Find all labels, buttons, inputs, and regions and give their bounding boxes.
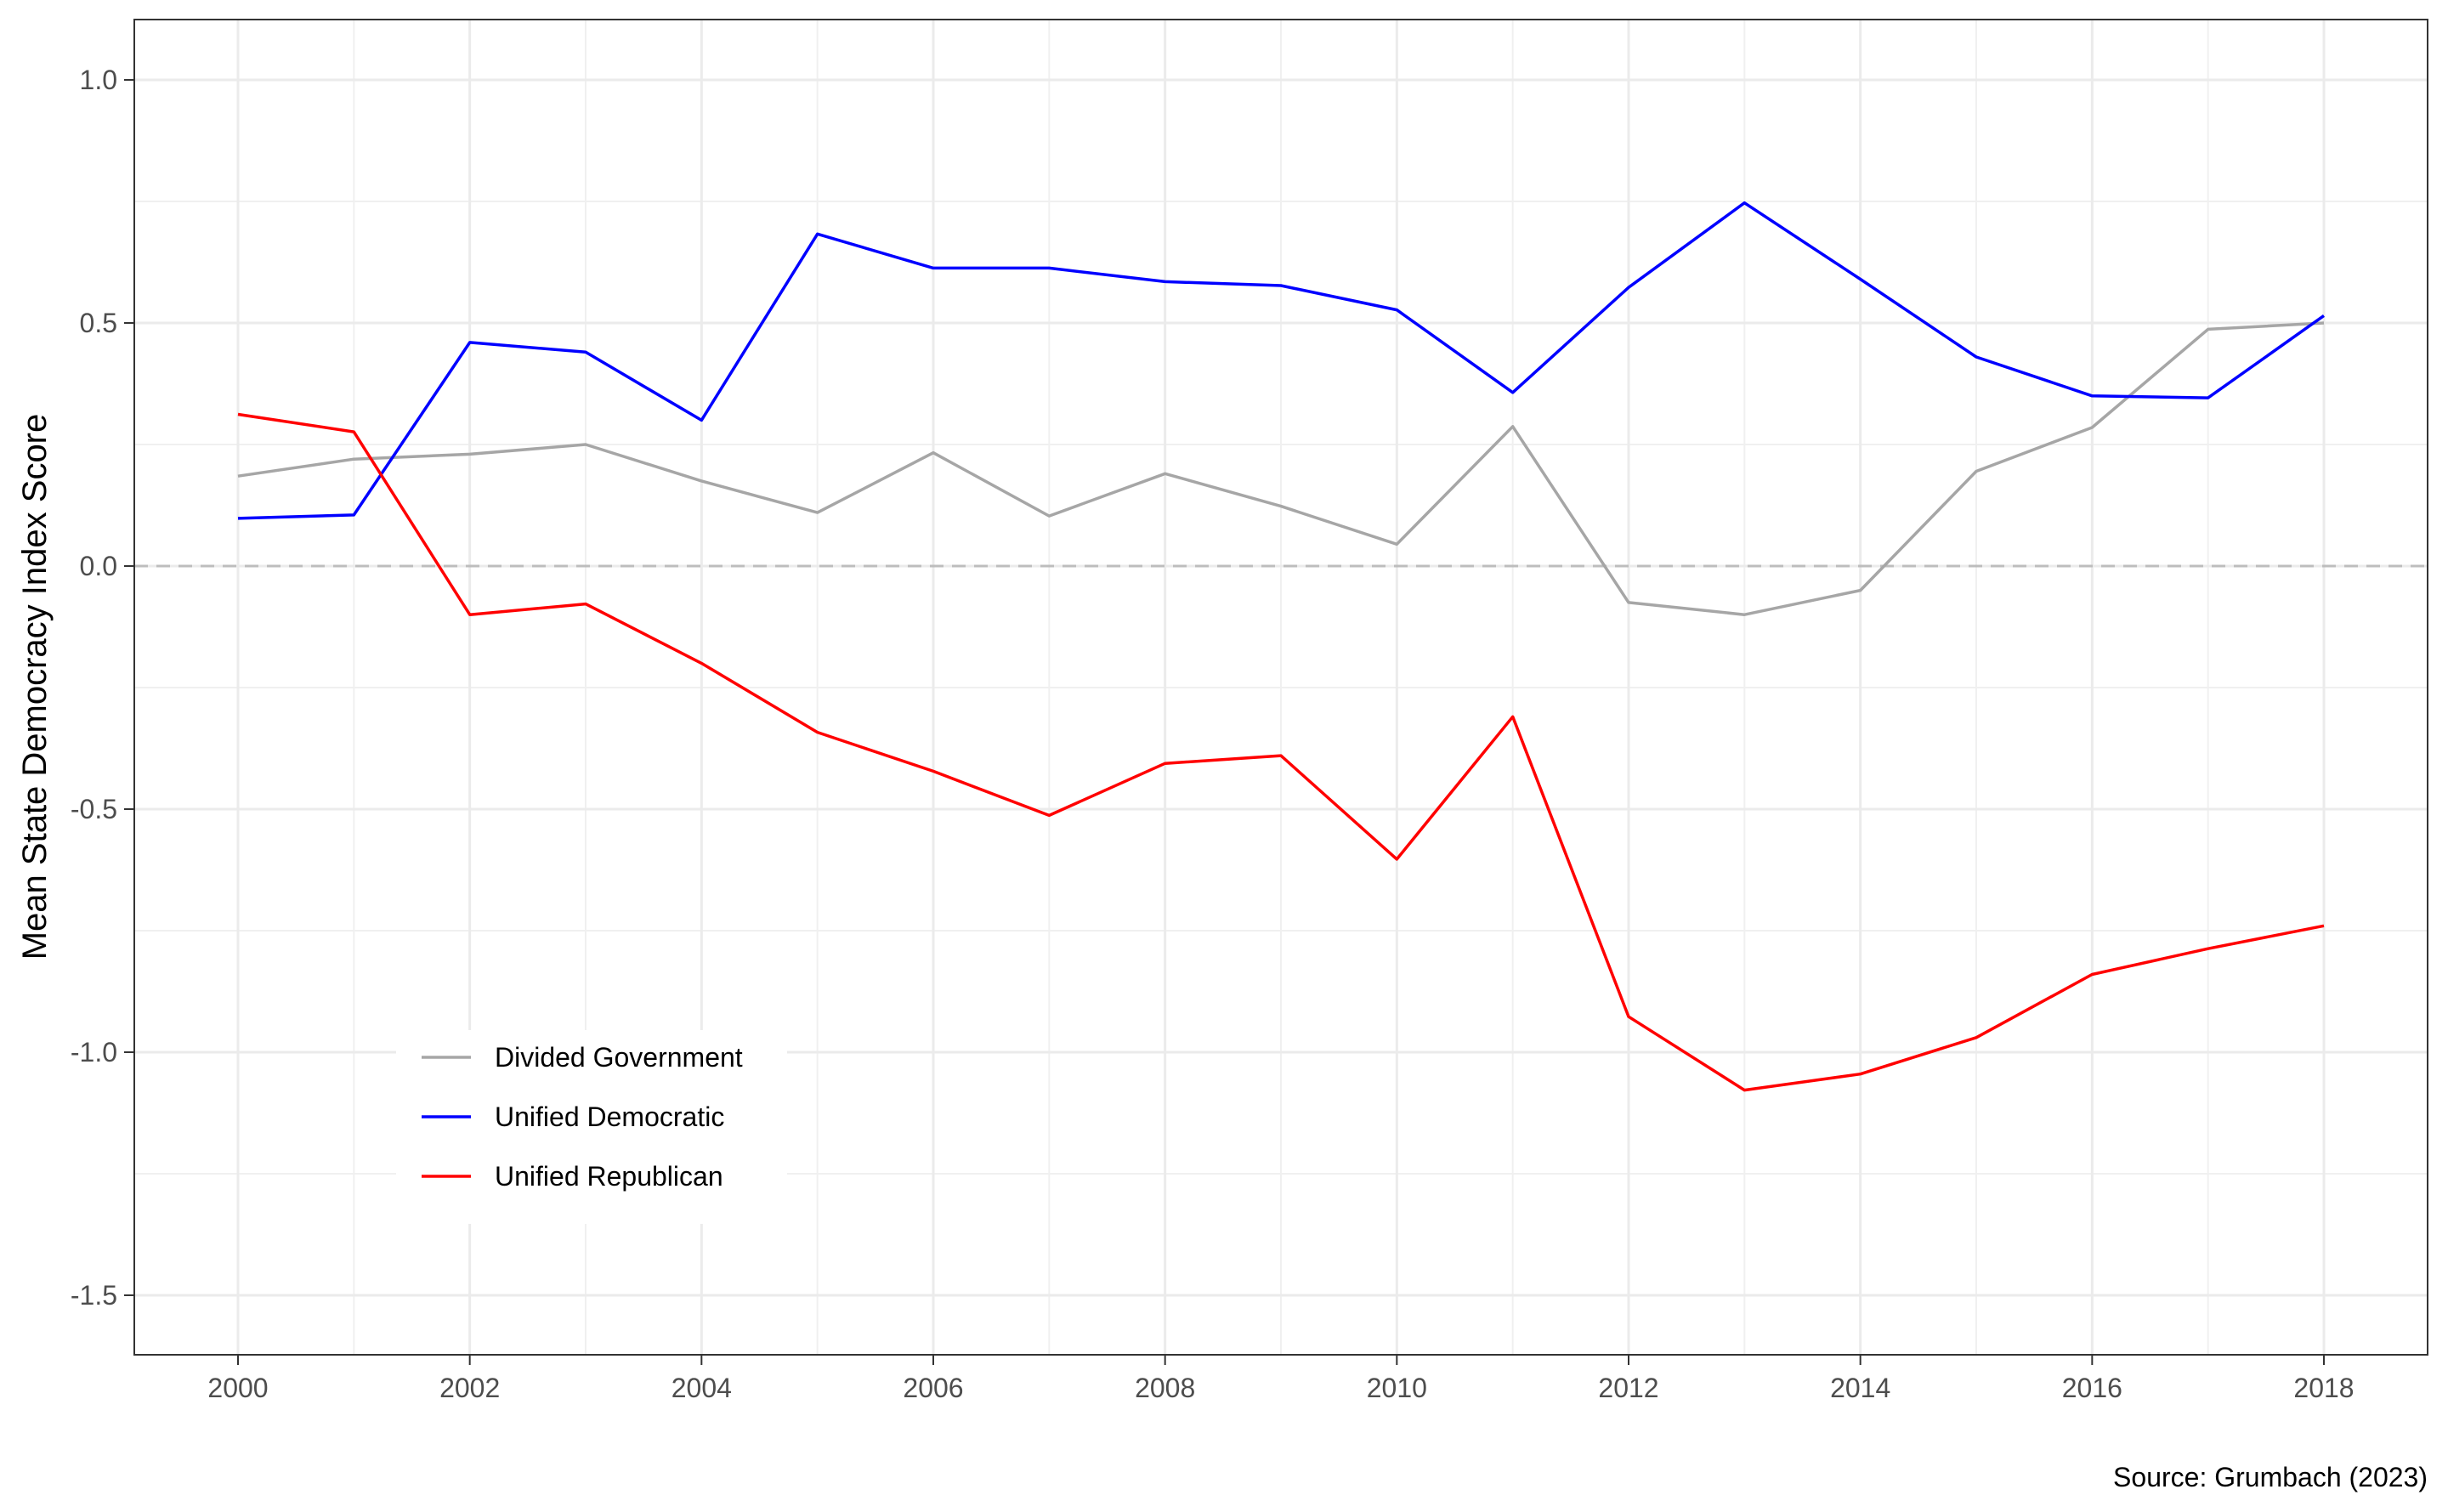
legend-background xyxy=(396,1030,787,1224)
minor-gridlines xyxy=(134,20,2428,1355)
y-tick-label: -1.5 xyxy=(71,1280,117,1311)
y-axis: 1.0 0.5 0.0 -0.5 -1.0 -1.5 xyxy=(71,65,134,1311)
y-tick-label: 0.0 xyxy=(80,551,117,581)
legend-label-unified-republican: Unified Republican xyxy=(495,1161,723,1192)
y-tick-label: -0.5 xyxy=(71,794,117,824)
series-line-divided-government xyxy=(237,321,2325,616)
legend-label-divided-government: Divided Government xyxy=(495,1042,743,1073)
x-tick-label: 2014 xyxy=(1830,1373,1890,1403)
legend-label-unified-democratic: Unified Democratic xyxy=(495,1101,724,1132)
x-tick-label: 2010 xyxy=(1367,1373,1427,1403)
series-line-unified-republican xyxy=(237,412,2325,1092)
y-tick-label: 1.0 xyxy=(80,65,117,95)
x-tick-label: 2018 xyxy=(2293,1373,2354,1403)
x-tick-label: 2002 xyxy=(439,1373,500,1403)
legend: Divided Government Unified Democratic Unif… xyxy=(396,1030,787,1224)
source-caption: Source: Grumbach (2023) xyxy=(2113,1462,2428,1492)
series-lines xyxy=(237,201,2326,1092)
series-line-unified-democratic xyxy=(237,201,2326,520)
y-tick-label: -1.0 xyxy=(71,1037,117,1067)
y-tick-label: 0.5 xyxy=(80,308,117,338)
x-tick-label: 2004 xyxy=(672,1373,732,1403)
y-axis-title: Mean State Democracy Index Score xyxy=(16,414,54,960)
x-tick-label: 2012 xyxy=(1598,1373,1658,1403)
x-tick-label: 2006 xyxy=(903,1373,963,1403)
x-axis: 2000 2002 2004 2006 2008 2010 2012 2014 2016 2018 xyxy=(207,1355,2354,1403)
x-tick-label: 2008 xyxy=(1135,1373,1195,1403)
x-tick-label: 2000 xyxy=(207,1373,268,1403)
x-tick-label: 2016 xyxy=(2062,1373,2122,1403)
plot-border xyxy=(133,19,2428,1356)
